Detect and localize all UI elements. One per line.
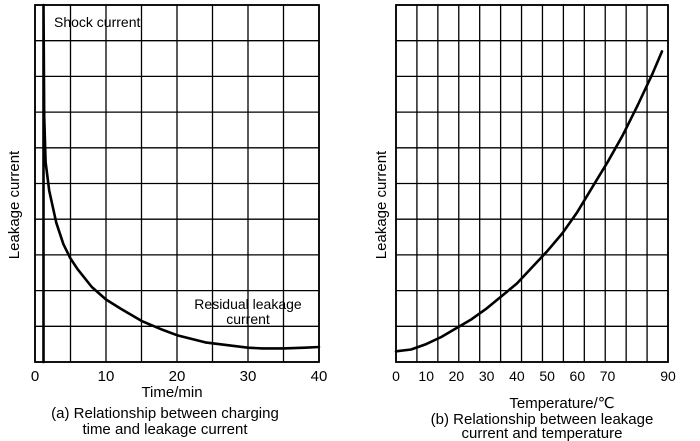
- chart-a-caption-line2: time and leakage current: [82, 421, 248, 438]
- chart-b-xlabel: Temperature/℃: [509, 395, 614, 412]
- chart-b-x-tick-label: 30: [479, 368, 495, 384]
- chart-b-temperature: 0 10 20 30 40 50 60 70 90: [392, 4, 676, 384]
- chart-a-curve-series-0: [42, 3, 321, 364]
- chart-b-x-tick-label: 10: [418, 368, 434, 384]
- chart-b-ylabel: Leakage current: [373, 150, 390, 259]
- chart-a-x-tick-label: 20: [169, 368, 186, 385]
- chart-b-x-tick-label: 20: [449, 368, 465, 384]
- chart-a-x-tick-label: 30: [240, 368, 257, 385]
- chart-b-x-tick-label: 90: [660, 368, 676, 384]
- chart-b-plot-frame: [395, 4, 669, 363]
- chart-b-x-tick-label: 70: [600, 368, 616, 384]
- chart-a-x-tick-label: 10: [98, 368, 115, 385]
- chart-b-caption-line2: current and temperature: [462, 425, 623, 441]
- shock-current-annotation: Shock current: [54, 14, 140, 30]
- chart-b-caption-line1: (b) Relationship between leakage: [431, 411, 654, 428]
- chart-a-ylabel: Leakage current: [6, 150, 23, 259]
- chart-b-x-tick-label: 0: [392, 368, 400, 384]
- chart-a-charging-time: 0 10 20 30 40: [31, 3, 328, 385]
- residual-leakage-annotation-line1: Residual leakage: [194, 296, 302, 312]
- chart-a-plot-frame: [34, 4, 320, 363]
- chart-a-x-tick-label: 0: [31, 368, 39, 385]
- chart-a-caption-line1: (a) Relationship between charging: [51, 405, 279, 422]
- chart-b-x-tick-label: 50: [539, 368, 555, 384]
- chart-a-xlabel: Time/min: [141, 384, 202, 401]
- chart-a-x-tick-label: 40: [311, 368, 328, 385]
- chart-b-x-tick-label: 60: [570, 368, 586, 384]
- chart-b-x-tick-label: 40: [509, 368, 525, 384]
- residual-leakage-annotation-line2: current: [226, 311, 270, 327]
- chart-b-curve-series-0: [394, 50, 664, 353]
